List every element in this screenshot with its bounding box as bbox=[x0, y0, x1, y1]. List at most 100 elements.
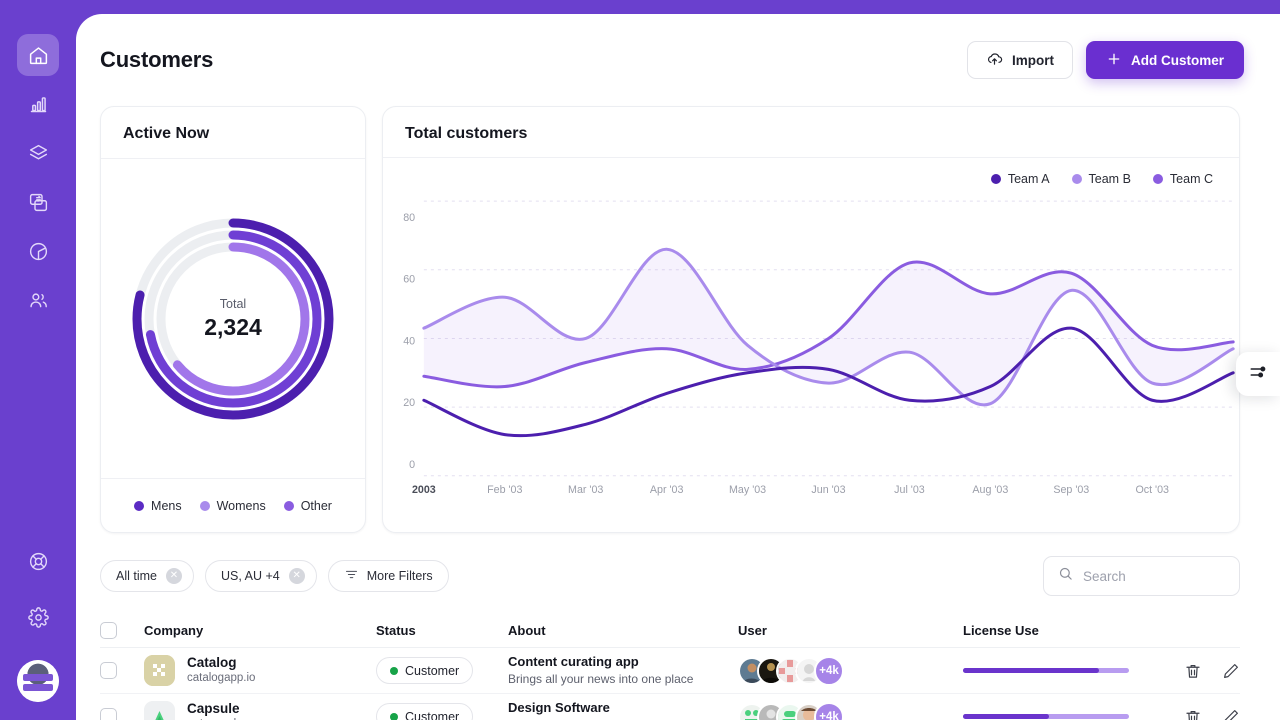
table-row[interactable]: Capsule getcapsule.com Customer Design S… bbox=[100, 694, 1240, 720]
total-customers-title: Total customers bbox=[405, 125, 528, 142]
row-company-cell: Capsule getcapsule.com bbox=[144, 701, 376, 720]
page-title: Customers bbox=[100, 47, 214, 72]
license-use-fill bbox=[963, 668, 1100, 673]
filter-chip-all-time-remove[interactable]: ✕ bbox=[165, 568, 182, 584]
row-select-cell bbox=[100, 708, 144, 720]
sidebar-item-home[interactable] bbox=[17, 34, 59, 76]
main-panel: Customers Import bbox=[76, 14, 1280, 720]
sidebar-item-support[interactable] bbox=[17, 540, 59, 582]
status-label: Customer bbox=[405, 709, 460, 720]
filter-chip-all-time[interactable]: All time ✕ bbox=[100, 560, 194, 592]
filter-chip-all-time-label: All time bbox=[116, 569, 157, 583]
row-license-cell bbox=[963, 714, 1152, 719]
column-company: Company bbox=[144, 623, 204, 638]
topbar: Customers Import bbox=[76, 14, 1280, 106]
sidebar-item-settings[interactable] bbox=[17, 596, 59, 638]
sidebar-item-analytics[interactable] bbox=[17, 83, 59, 125]
avatar-more-count[interactable]: +4k bbox=[814, 655, 844, 686]
company-logo bbox=[144, 701, 175, 720]
add-customer-button[interactable]: Add Customer bbox=[1085, 41, 1244, 79]
topbar-actions: Import Add Customer bbox=[966, 41, 1244, 79]
row-company-cell: Catalog catalogapp.io bbox=[144, 655, 376, 687]
license-use-bar bbox=[963, 714, 1129, 719]
sidebar-item-transfers[interactable] bbox=[17, 181, 59, 223]
row-checkbox[interactable] bbox=[100, 708, 117, 720]
legend-dot-mens bbox=[134, 500, 145, 511]
legend-label-womens: Womens bbox=[216, 498, 266, 513]
trash-icon[interactable] bbox=[1184, 708, 1202, 720]
row-actions-cell bbox=[1152, 708, 1240, 720]
company-name: Capsule bbox=[187, 700, 240, 716]
customers-table: Company Status About User License Use bbox=[76, 614, 1280, 720]
svg-text:60: 60 bbox=[403, 274, 415, 286]
legend-label-team-a: Team A bbox=[1007, 172, 1050, 186]
active-now-header: Active Now bbox=[101, 107, 365, 159]
row-actions-cell bbox=[1152, 662, 1240, 680]
chart-legend-team-c[interactable]: Team C bbox=[1152, 172, 1213, 186]
avatar-stack: +4k bbox=[738, 655, 963, 686]
line-chart: 0 20 40 60 80 2003 Feb '03 Mar '03 Apr '03 May '0… bbox=[383, 186, 1239, 532]
search-box[interactable] bbox=[1043, 556, 1240, 596]
svg-text:Jul '03: Jul '03 bbox=[894, 484, 925, 496]
sidebar bbox=[0, 0, 76, 720]
import-button[interactable]: Import bbox=[966, 41, 1073, 79]
chart-settings-button[interactable] bbox=[1236, 352, 1280, 396]
search-input[interactable] bbox=[1083, 568, 1225, 584]
row-license-cell bbox=[963, 668, 1152, 673]
sidebar-item-reports[interactable] bbox=[17, 230, 59, 272]
chart-legend-team-a[interactable]: Team A bbox=[990, 172, 1050, 186]
svg-text:20: 20 bbox=[403, 397, 415, 409]
svg-text:Apr '03: Apr '03 bbox=[650, 484, 684, 496]
legend-dot-team-b bbox=[1071, 174, 1082, 184]
legend-item-other: Other bbox=[283, 498, 332, 513]
company-text-block: Catalog catalogapp.io bbox=[187, 655, 255, 687]
select-all-checkbox[interactable] bbox=[100, 622, 117, 639]
filters-bar: All time ✕ US, AU +4 ✕ More Filters bbox=[76, 533, 1280, 596]
row-status-cell: Customer bbox=[376, 657, 508, 684]
legend-dot-womens bbox=[199, 500, 210, 511]
pencil-icon[interactable] bbox=[1222, 708, 1240, 720]
legend-label-mens: Mens bbox=[151, 498, 182, 513]
company-text-block: Capsule getcapsule.com bbox=[187, 701, 268, 720]
about-subtitle: Super lightweight design app bbox=[508, 717, 738, 720]
line-chart-labels: 0 20 40 60 80 2003 Feb '03 Mar '03 Apr '03 May '0… bbox=[403, 212, 1169, 496]
pencil-icon[interactable] bbox=[1222, 662, 1240, 680]
cards-row: Active Now bbox=[76, 106, 1280, 533]
row-checkbox[interactable] bbox=[100, 662, 117, 679]
avatar-face bbox=[17, 660, 59, 702]
trash-icon[interactable] bbox=[1184, 662, 1202, 680]
sidebar-item-customers[interactable] bbox=[17, 279, 59, 321]
catalog-logo-icon bbox=[144, 655, 175, 686]
avatar-more-count[interactable]: +4k bbox=[814, 701, 844, 720]
status-badge: Customer bbox=[376, 703, 474, 720]
plus-icon bbox=[1106, 51, 1122, 70]
search-icon bbox=[1058, 566, 1073, 586]
row-user-cell: +4k bbox=[738, 655, 963, 686]
cloud-upload-icon bbox=[986, 50, 1003, 70]
status-badge: Customer bbox=[376, 657, 474, 684]
sidebar-item-layers[interactable] bbox=[17, 132, 59, 174]
active-now-legend: Mens Womens Other bbox=[101, 478, 365, 532]
about-title: Design Software bbox=[508, 699, 610, 715]
line-chart-svg bbox=[383, 186, 1239, 532]
legend-item-mens: Mens bbox=[134, 499, 182, 513]
chart-legend: Team A Team B Team C bbox=[383, 158, 1239, 186]
filter-chip-region[interactable]: US, AU +4 ✕ bbox=[204, 560, 317, 592]
legend-label-other: Other bbox=[300, 498, 332, 513]
transfer-icon bbox=[28, 192, 49, 213]
column-about: About bbox=[508, 623, 546, 638]
chart-legend-team-b[interactable]: Team B bbox=[1071, 172, 1131, 186]
table-row[interactable]: Catalog catalogapp.io Customer Content c… bbox=[100, 648, 1240, 694]
svg-text:Oct '03: Oct '03 bbox=[1135, 484, 1169, 496]
donut-chart: Total 2,324 bbox=[101, 159, 365, 478]
avatar-bar-top bbox=[23, 674, 53, 681]
layers-icon bbox=[28, 143, 49, 164]
license-use-bar bbox=[963, 668, 1129, 673]
donut-center-label: Total 2,324 bbox=[101, 297, 365, 341]
user-avatar[interactable] bbox=[17, 660, 59, 702]
donut-total-label: Total bbox=[219, 296, 247, 311]
more-filters-button[interactable]: More Filters bbox=[327, 560, 449, 592]
filter-chip-region-remove[interactable]: ✕ bbox=[288, 568, 305, 584]
legend-label-team-c: Team C bbox=[1169, 172, 1213, 186]
